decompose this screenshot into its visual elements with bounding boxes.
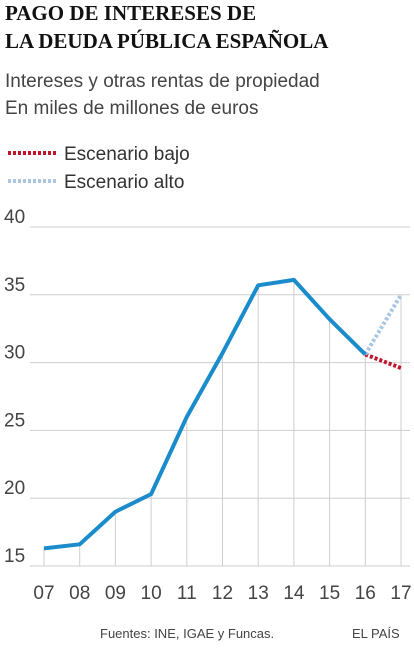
- chart-subtitle: Intereses y otras rentas de propiedad: [5, 71, 320, 92]
- legend-label: Escenario bajo: [64, 144, 190, 165]
- y-tick-label: 15: [4, 546, 25, 567]
- x-tick-label: 15: [319, 583, 340, 604]
- y-tick-label: 25: [4, 410, 25, 431]
- main-line: [43, 277, 367, 551]
- y-tick-label: 35: [4, 275, 25, 296]
- x-tick-label: 09: [105, 583, 126, 604]
- y-tick-label: 40: [4, 207, 25, 228]
- y-tick-label: 20: [4, 478, 25, 499]
- scenario-line: [364, 352, 402, 370]
- x-tick-label: 16: [355, 583, 376, 604]
- credit: EL PAÍS: [352, 626, 400, 641]
- chart-title: PAGO DE INTERESES DE: [5, 1, 256, 25]
- source: Fuentes: INE, IGAE y Funcas.: [100, 626, 274, 641]
- x-tick-label: 14: [283, 583, 305, 604]
- chart-title: LA DEUDA PÚBLICA ESPAÑOLA: [5, 29, 329, 53]
- scenario-line: [363, 293, 403, 356]
- chart-subtitle: En miles de millones de euros: [5, 98, 258, 119]
- legend-label: Escenario alto: [64, 172, 184, 193]
- x-tick-label: 17: [390, 583, 411, 604]
- x-tick-label: 10: [141, 583, 162, 604]
- x-tick-label: 08: [69, 583, 90, 604]
- x-tick-label: 12: [212, 583, 233, 604]
- x-tick-label: 07: [33, 583, 54, 604]
- x-tick-label: 13: [248, 583, 269, 604]
- x-tick-label: 11: [177, 583, 197, 604]
- y-tick-label: 30: [4, 343, 25, 364]
